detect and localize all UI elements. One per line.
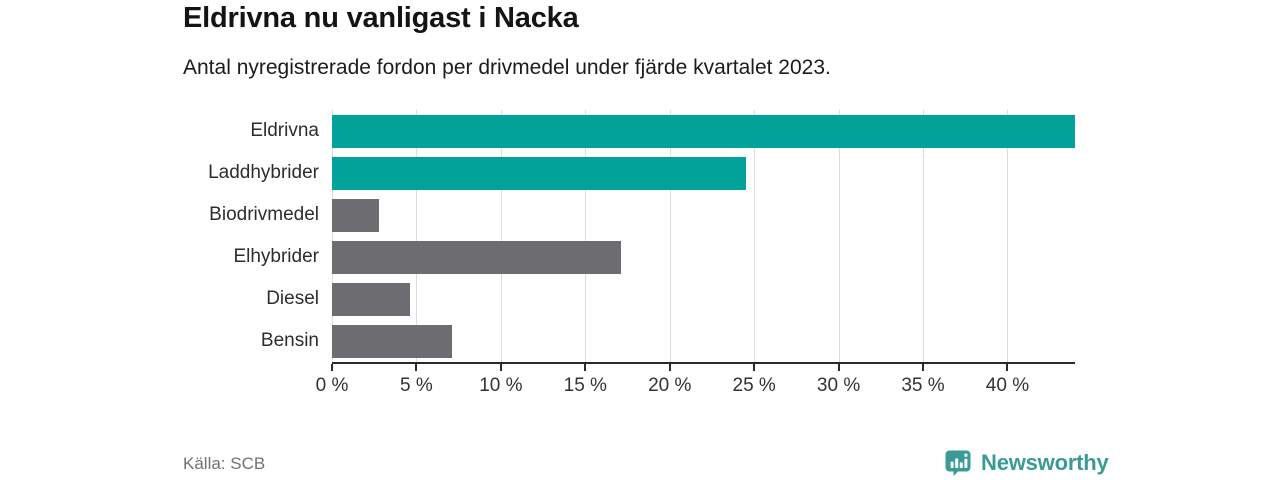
source-note: Källa: SCB <box>183 454 266 473</box>
x-axis-tick-label-25: 25 % <box>732 375 776 396</box>
x-axis-tick-label-30: 30 % <box>816 375 861 396</box>
category-label-biodrivmedel: Biodrivmedel <box>209 204 319 225</box>
x-axis-tick-35 <box>922 364 925 371</box>
category-label-bensin: Bensin <box>260 330 319 351</box>
gridline-15 <box>585 110 587 362</box>
newsworthy-logo-icon <box>945 450 971 476</box>
category-label-laddhybrider: Laddhybrider <box>208 162 319 183</box>
category-label-diesel: Diesel <box>266 288 319 309</box>
gridline-5 <box>416 110 418 362</box>
bar-diesel <box>332 282 410 316</box>
bar-eldrivna <box>332 114 1075 148</box>
brand-name: Newsworthy <box>981 450 1109 475</box>
page-title: Eldrivna nu vanligast i Nacka <box>183 2 579 34</box>
category-label-eldrivna: Eldrivna <box>250 120 319 141</box>
bar-laddhybrider <box>332 156 746 190</box>
x-axis-tick-30 <box>837 364 840 371</box>
x-axis-tick-5 <box>415 364 418 371</box>
gridline-40 <box>1007 110 1009 362</box>
x-axis-tick-label-20: 20 % <box>648 375 692 396</box>
page-subtitle: Antal nyregistrerade fordon per drivmede… <box>183 56 831 79</box>
x-axis-tick-25 <box>753 364 756 371</box>
bar-bensin <box>332 324 452 358</box>
x-axis-tick-label-35: 35 % <box>901 375 945 396</box>
gridline-25 <box>754 110 756 362</box>
newsworthy-brand: Newsworthy <box>944 449 1109 477</box>
x-axis-tick-0 <box>331 364 333 371</box>
x-axis-tick-label-15: 15 % <box>563 375 607 396</box>
gridline-10 <box>500 110 502 362</box>
gridline-30 <box>838 110 840 362</box>
x-axis-tick-10 <box>499 364 502 371</box>
x-axis-tick-40 <box>1006 364 1009 371</box>
x-axis-line <box>332 362 1075 364</box>
x-axis-tick-label-5: 5 % <box>400 375 433 396</box>
gridline-35 <box>923 110 925 362</box>
bar-elhybrider <box>332 240 621 274</box>
x-axis-tick-20 <box>668 364 671 371</box>
x-axis-tick-label-40: 40 % <box>985 375 1030 396</box>
x-axis-tick-label-10: 10 % <box>479 375 523 396</box>
bar-chart-plot-area: 0 % 5 % 10 % 15 % 20 % 25 % 30 % 35 % 40 % Eldriv… <box>208 110 1075 396</box>
x-axis-tick-label-0: 0 % <box>315 375 349 396</box>
x-axis-tick-15 <box>584 364 587 371</box>
gridline-20 <box>669 110 671 362</box>
gridline-0 <box>332 110 333 362</box>
category-label-elhybrider: Elhybrider <box>233 246 319 267</box>
bar-biodrivmedel <box>332 198 380 232</box>
